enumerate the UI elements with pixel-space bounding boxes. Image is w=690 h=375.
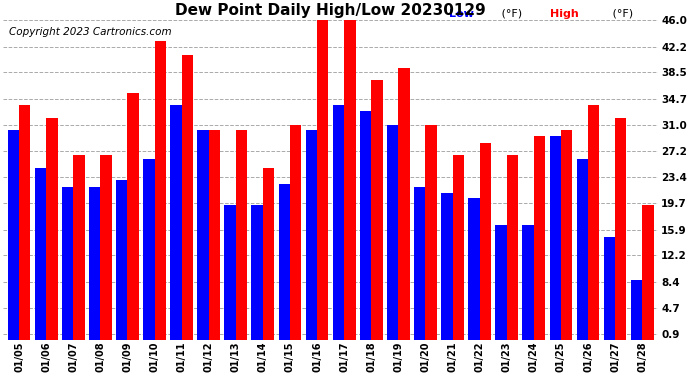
Bar <box>534 136 545 340</box>
Bar <box>387 124 398 340</box>
Text: Low: Low <box>448 9 473 19</box>
Bar <box>604 237 615 340</box>
Bar <box>631 280 642 340</box>
Bar <box>317 20 328 340</box>
Bar <box>441 193 453 340</box>
Bar <box>495 225 506 340</box>
Text: (°F): (°F) <box>609 9 633 19</box>
Bar <box>143 159 155 340</box>
Bar <box>588 105 600 340</box>
Bar <box>561 130 572 340</box>
Bar <box>371 80 383 340</box>
Bar <box>100 155 112 340</box>
Bar <box>8 130 19 340</box>
Bar <box>480 143 491 340</box>
Bar <box>615 118 627 340</box>
Bar <box>73 155 85 340</box>
Bar <box>577 159 588 340</box>
Bar <box>46 118 57 340</box>
Bar <box>522 225 534 340</box>
Bar <box>89 186 100 340</box>
Bar <box>414 186 426 340</box>
Bar <box>333 105 344 340</box>
Bar <box>197 130 208 340</box>
Bar <box>506 155 518 340</box>
Bar <box>116 180 128 340</box>
Bar <box>263 168 274 340</box>
Bar <box>344 20 355 340</box>
Bar <box>128 93 139 340</box>
Bar <box>251 205 263 340</box>
Bar <box>453 155 464 340</box>
Bar <box>181 55 193 340</box>
Bar <box>426 124 437 340</box>
Bar <box>208 130 220 340</box>
Text: High: High <box>550 9 579 19</box>
Bar <box>34 168 46 340</box>
Bar <box>155 41 166 340</box>
Bar <box>398 68 410 340</box>
Bar <box>290 124 302 340</box>
Bar <box>360 111 371 340</box>
Bar <box>549 136 561 340</box>
Bar <box>224 205 236 340</box>
Bar <box>279 184 290 340</box>
Bar <box>236 130 247 340</box>
Bar <box>642 205 653 340</box>
Bar <box>170 105 181 340</box>
Text: Copyright 2023 Cartronics.com: Copyright 2023 Cartronics.com <box>10 27 172 37</box>
Bar <box>469 198 480 340</box>
Title: Dew Point Daily High/Low 20230129: Dew Point Daily High/Low 20230129 <box>175 3 486 18</box>
Bar <box>306 130 317 340</box>
Text: (°F): (°F) <box>497 9 522 19</box>
Bar <box>19 105 30 340</box>
Bar <box>62 186 73 340</box>
